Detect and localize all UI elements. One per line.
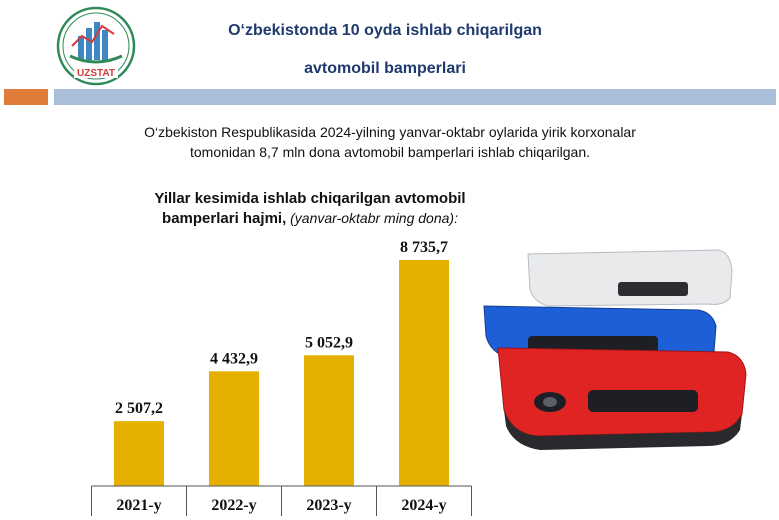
chart-title-line2: bamperlari hajmi, (yanvar-oktabr ming do… — [100, 210, 520, 227]
page-title-line1: O‘zbekistonda 10 oyda ishlab chiqarilgan — [228, 22, 542, 39]
bar-value-label: 5 052,9 — [305, 334, 353, 351]
chart-title-unit: (yanvar-oktabr ming dona): — [286, 210, 458, 226]
logo-text: UZSTAT — [77, 68, 115, 79]
intro-line2: tomonidan 8,7 mln dona avtomobil bamperl… — [189, 144, 590, 160]
bar-2024-y — [399, 260, 449, 486]
bar-2021-y — [114, 421, 164, 486]
car-bumpers-image — [483, 249, 747, 450]
header-accent-blue — [54, 89, 776, 105]
x-tick-label: 2022-y — [211, 497, 256, 514]
intro-line1: O‘zbekiston Respublikasida 2024-yilning … — [144, 124, 636, 140]
uzstat-logo: UZSTAT — [56, 6, 136, 86]
bar-value-label: 2 507,2 — [115, 400, 163, 417]
x-tick-label: 2023-y — [306, 497, 351, 514]
header-accent-orange — [4, 89, 48, 105]
x-tick-label: 2024-y — [401, 497, 446, 514]
bar-value-label: 8 735,7 — [400, 239, 448, 256]
x-tick-label: 2021-y — [116, 497, 161, 514]
chart-title-line1: Yillar kesimida ishlab chiqarilgan avtom… — [154, 190, 466, 207]
bar-2023-y — [304, 355, 354, 486]
bar-2022-y — [209, 371, 259, 486]
bar-value-label: 4 432,9 — [210, 350, 258, 367]
page-title-line2: avtomobil bamperlari — [304, 60, 466, 77]
chart-title-bold: bamperlari hajmi, — [162, 210, 287, 227]
